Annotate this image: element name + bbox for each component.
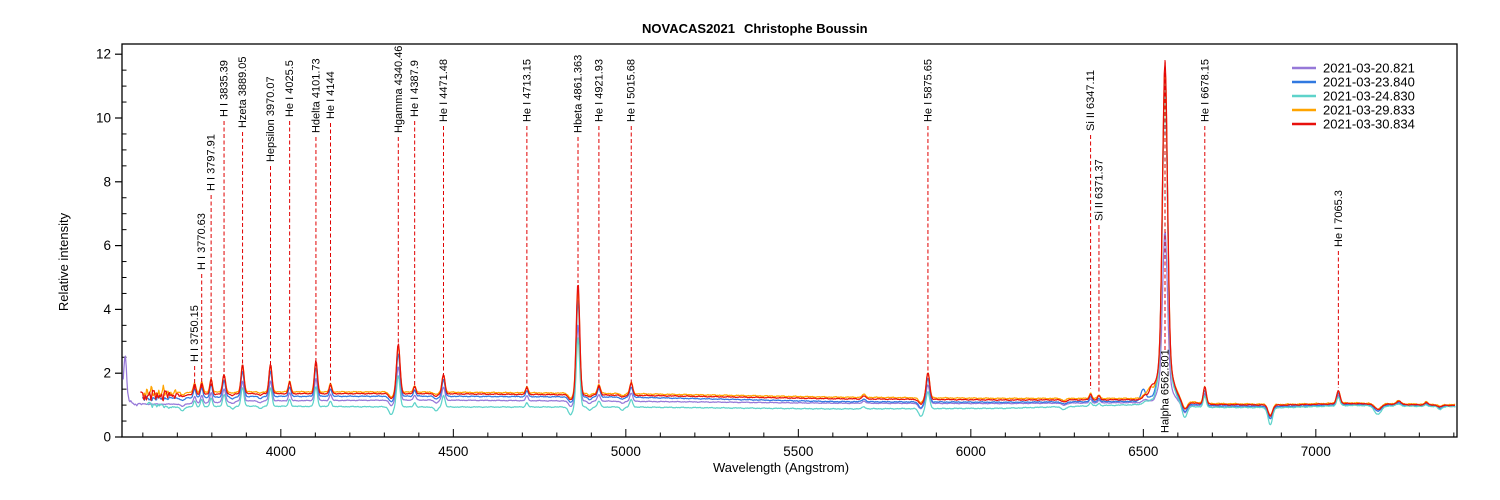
plot-area: 4000 4500 5000 5500 6000 6500 7000 0 2 4 6 8 10 12 H I…: [96, 43, 1458, 459]
legend-label: 2021-03-30.834: [1323, 117, 1415, 132]
x-axis-label: Wavelength (Angstrom): [713, 460, 849, 475]
annotation-label: Hepsilon 3970.07: [265, 76, 277, 162]
legend-label: 2021-03-23.840: [1323, 75, 1415, 90]
annotation-label: He I 5875.65: [922, 59, 934, 122]
annotation-label: Halpha 6562.801: [1160, 349, 1172, 433]
y-tick-label: 12: [96, 47, 111, 62]
series-2021-03-20.821: [122, 231, 1456, 420]
annotation-label: Hbeta 4861.363: [573, 55, 585, 133]
x-tick-label: 5500: [783, 444, 813, 459]
annotation-label: H I 3797.91: [206, 134, 218, 191]
chart-title-program: NOVACAS2021: [642, 21, 735, 36]
annotation-label: Si II 6371.37: [1093, 159, 1105, 221]
legend: 2021-03-20.8212021-03-23.8402021-03-24.8…: [1292, 61, 1415, 132]
plot-border: [121, 43, 1458, 438]
y-tick-label: 0: [103, 430, 111, 445]
annotation-label: Hdelta 4101.73: [310, 58, 322, 133]
y-tick-label: 10: [96, 111, 111, 126]
x-tick-label: 6500: [1128, 444, 1158, 459]
annotation-label: He I 4025.5: [284, 60, 296, 117]
annotation-label: Hgamma 4340.46: [393, 46, 405, 133]
series-2021-03-23.840: [142, 78, 1456, 420]
series-curves: [122, 60, 1456, 426]
annotation-label: He I 4387.9: [409, 60, 421, 117]
annotation-label: Hzeta 3889.05: [237, 56, 249, 128]
legend-label: 2021-03-20.821: [1323, 61, 1415, 76]
annotation-label: H I 3770.63: [196, 213, 208, 270]
x-tick-label: 7000: [1301, 444, 1331, 459]
annotation-label: He I 4471.48: [438, 59, 450, 122]
x-tick-label: 4000: [266, 444, 296, 459]
x-tick-label: 4500: [438, 444, 468, 459]
y-tick-label: 4: [103, 302, 111, 317]
annotation-label: He I 4921.93: [593, 59, 605, 122]
annotation-label: H I 3835.39: [219, 60, 231, 117]
series-2021-03-29.833: [142, 68, 1456, 416]
annotation-label: He I 6678.15: [1199, 59, 1211, 122]
annotation-label: He I 5015.68: [626, 59, 638, 122]
series-2021-03-30.834: [140, 60, 1456, 417]
legend-label: 2021-03-24.830: [1323, 89, 1415, 104]
annotation-label: Si II 6347.11: [1085, 70, 1097, 131]
annotation-label: He I 7065.3: [1333, 190, 1345, 247]
series-2021-03-24.830: [146, 86, 1456, 426]
annotation-label: He I 4144: [325, 71, 337, 119]
x-tick-label: 6000: [956, 444, 986, 459]
y-tick-label: 2: [103, 366, 111, 381]
legend-label: 2021-03-29.833: [1323, 103, 1415, 118]
x-tick-label: 5000: [611, 444, 641, 459]
y-tick-label: 6: [103, 238, 111, 253]
y-tick-label: 8: [103, 174, 111, 189]
y-axis-label: Relative intensity: [56, 212, 71, 311]
chart-title-observer: Christophe Boussin: [744, 21, 868, 36]
annotation-label: He I 4713.15: [521, 59, 533, 122]
annotation-label: H I 3750.15: [189, 305, 201, 362]
